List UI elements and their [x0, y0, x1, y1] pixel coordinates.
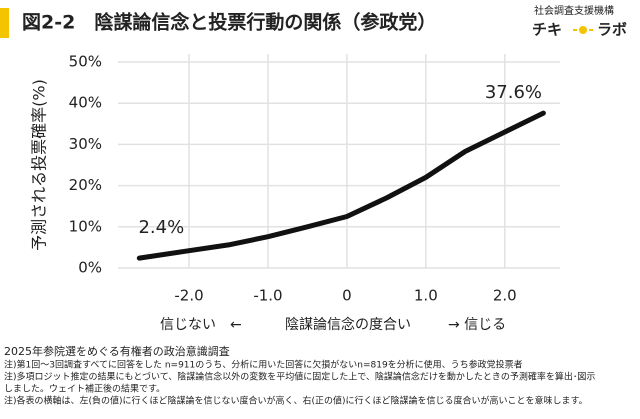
x-tick-label: 1.0 — [414, 287, 438, 305]
y-tick-label: 20% — [69, 176, 102, 194]
note: 注)第1回～3回調査すべてに回答をした n=911のうち、分析に用いた回答に欠損… — [4, 359, 523, 371]
logo-right: ラボ — [597, 21, 627, 39]
line — [136, 110, 546, 261]
x-right-label: → 信じる — [448, 317, 506, 333]
x-tick-label: -2.0 — [174, 287, 203, 305]
x-tick-label: 0 — [342, 287, 352, 305]
logo-org: 社会調査支援機構 — [534, 4, 614, 17]
y-tick-label: 40% — [69, 94, 102, 112]
source: 2025年参院選をめぐる有権者の政治意識調査 — [4, 344, 230, 358]
logo-icon — [573, 26, 593, 34]
y-tick-label: 50% — [69, 53, 102, 71]
x-tick-label: 2.0 — [493, 287, 517, 305]
value-label: 2.4% — [138, 217, 184, 238]
x-axis-title: 陰謀論信念の度合い — [285, 316, 411, 333]
y-axis-title: 予測される投票確率(%) — [30, 79, 49, 251]
x-left-label: 信じない ← — [160, 317, 242, 333]
logo-left: チキ — [532, 21, 562, 39]
value-label: 37.6% — [485, 82, 542, 103]
y-tick-label: 30% — [69, 135, 102, 153]
note: 注)多項ロジット推定の結果にもとづいて、陰謀論信念以外の変数を平均値に固定した上… — [4, 371, 595, 383]
x-tick-label: -1.0 — [253, 287, 282, 305]
title-accent — [0, 8, 9, 38]
note: 注)各表の横軸は、左(負の値)に行くほど陰謀論を信じない度合いが高く、右(正の値… — [4, 395, 588, 407]
y-tick-label: 0% — [78, 259, 102, 277]
chart-title: 図2-2 陰謀論信念と投票行動の関係（参政党） — [22, 11, 436, 34]
y-tick-label: 10% — [69, 217, 102, 235]
note: しました。ウェイト補正後の結果です。 — [4, 383, 165, 395]
